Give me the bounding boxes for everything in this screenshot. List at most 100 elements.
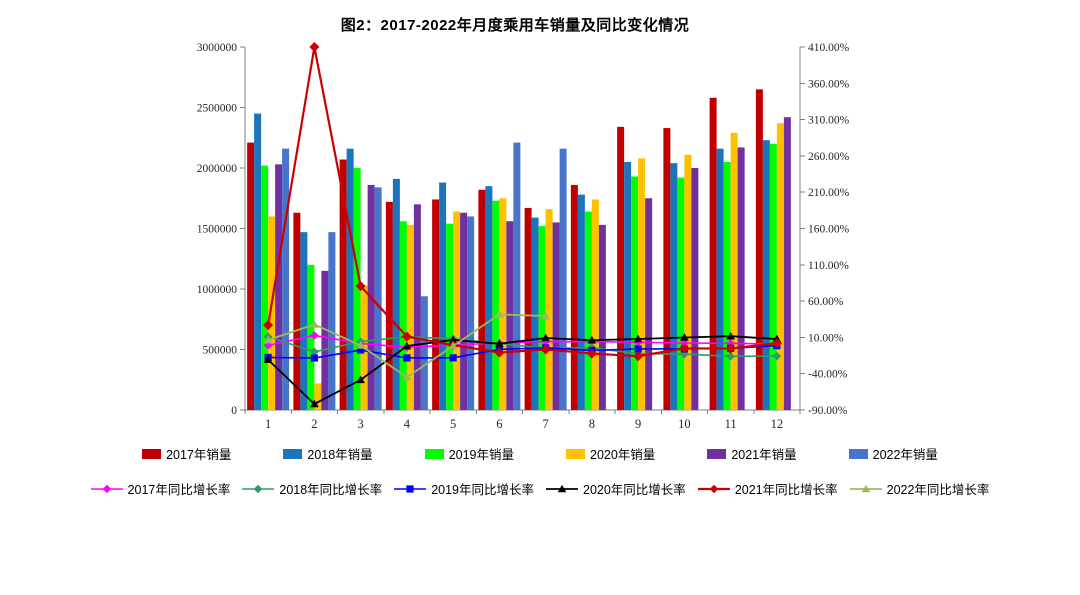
- line-marker-triangle-icon: [541, 311, 550, 320]
- bar-2022年销量: [374, 187, 382, 410]
- legend-line-swatch-icon: [546, 484, 578, 492]
- legend-label: 2017年同比增长率: [127, 483, 231, 497]
- line-2021年同比增长率: [267, 46, 778, 358]
- legend-row-growth: 2017年同比增长率 2018年同比增长率 2019年同比增长率 2020年同比增长率…: [0, 479, 1080, 498]
- right-axis-tick-label: 160.00%: [808, 224, 850, 236]
- legend-item-2018年销量: 2018年销量: [283, 444, 373, 463]
- x-axis-tick-label: 2: [311, 417, 317, 431]
- line-marker-triangle-icon: [495, 339, 504, 348]
- bar-2017年销量: [293, 212, 301, 410]
- right-axis-tick-label: 110.00%: [808, 260, 849, 272]
- line-marker-square-icon: [403, 354, 411, 362]
- legend-swatch-icon: [848, 448, 868, 459]
- legend-label: 2019年同比增长率: [431, 483, 534, 497]
- legend-label: 2020年销量: [590, 448, 656, 462]
- x-axis-tick-label: 3: [358, 417, 364, 431]
- x-axis-tick-label: 9: [635, 417, 641, 431]
- right-axis-tick-label: -40.00%: [808, 369, 848, 381]
- line-marker-diamond-icon: [726, 338, 735, 348]
- bar-2021年销量: [413, 204, 421, 410]
- line-marker-diamond-icon: [541, 337, 550, 346]
- line-marker-triangle-icon: [633, 334, 643, 343]
- bar-2018年销量: [716, 148, 724, 410]
- bar-2019年销量: [769, 143, 777, 411]
- bar-2022年销量: [328, 232, 336, 410]
- bar-2021年销量: [552, 222, 560, 410]
- bar-2019年销量: [446, 223, 454, 410]
- legend-label: 2020年同比增长率: [583, 483, 686, 497]
- line-marker-triangle-icon: [448, 335, 458, 344]
- legend-label: 2021年同比增长率: [734, 483, 838, 497]
- bar-2019年销量: [261, 165, 269, 410]
- x-axis-tick-label: 5: [450, 417, 456, 431]
- bar-2019年销量: [492, 200, 500, 410]
- right-axis-tick-label: 260.00%: [808, 151, 850, 163]
- bar-2018年销量: [624, 161, 632, 410]
- legend-item-2022年销量: 2022年销量: [848, 444, 938, 463]
- line-marker-diamond-icon: [633, 351, 644, 362]
- bar-2017年销量: [385, 201, 393, 410]
- bar-2017年销量: [478, 189, 486, 410]
- bar-2017年销量: [755, 89, 763, 410]
- line-marker-triangle-icon: [557, 484, 567, 492]
- legend-item-2019年销量: 2019年销量: [424, 444, 514, 463]
- bar-2019年销量: [307, 264, 315, 410]
- line-marker-square-icon: [310, 354, 318, 362]
- legend-swatch-icon: [707, 448, 727, 459]
- x-axis-tick-label: 7: [543, 417, 549, 431]
- line-marker-diamond-icon: [586, 348, 597, 359]
- bar-2022年销量: [282, 148, 290, 410]
- line-marker-triangle-icon: [310, 399, 319, 408]
- bar-2017年销量: [663, 128, 671, 410]
- legend-line-swatch-icon: [90, 484, 123, 493]
- left-axis-tick-label: 1500000: [197, 224, 238, 236]
- bar-2017年销量: [709, 97, 717, 410]
- line-marker-diamond-icon: [309, 42, 320, 52]
- line-marker-diamond-icon: [725, 343, 736, 354]
- bar-2020年销量: [268, 216, 276, 410]
- line-marker-diamond-icon: [680, 349, 689, 359]
- line-marker-triangle-icon: [402, 372, 412, 381]
- bar-2021年销量: [275, 164, 283, 410]
- line-marker-triangle-icon: [356, 341, 365, 349]
- line-marker-square-icon: [449, 354, 457, 362]
- left-axis-tick-label: 2000000: [197, 163, 238, 175]
- bar-2019年销量: [677, 177, 685, 410]
- bar-2022年销量: [513, 142, 521, 410]
- line-marker-diamond-icon: [771, 338, 782, 349]
- line-marker-diamond-icon: [263, 320, 274, 331]
- line-marker-triangle-icon: [402, 341, 412, 350]
- line-marker-diamond-icon: [310, 331, 319, 340]
- bar-2019年销量: [399, 221, 407, 410]
- line-marker-square-icon: [406, 484, 414, 493]
- left-axis-tick-label: 2500000: [197, 103, 238, 115]
- line-marker-triangle-icon: [726, 331, 735, 340]
- line-marker-diamond-icon: [401, 331, 412, 342]
- line-marker-diamond-icon: [709, 484, 719, 493]
- legend-line-swatch-icon: [697, 484, 730, 493]
- legend-item-2022年同比增长率: 2022年同比增长率: [849, 479, 989, 498]
- bar-2021年销量: [460, 212, 468, 410]
- legend-label: 2022年销量: [872, 448, 938, 462]
- bar-2022年销量: [420, 296, 428, 410]
- bar-2020年销量: [730, 132, 738, 410]
- bar-2020年销量: [545, 209, 553, 410]
- bar-2020年销量: [591, 199, 599, 410]
- legend-row-sales: 2017年销量 2018年销量 2019年销量 2020年销量 2021年销量 2022年…: [0, 444, 1080, 463]
- legend-label: 2018年同比增长率: [279, 483, 383, 497]
- legend-swatch-icon: [424, 448, 444, 459]
- line-2018年同比增长率: [267, 335, 777, 358]
- line-marker-square-icon: [634, 345, 642, 353]
- bar-2018年销量: [254, 113, 262, 411]
- left-axis-tick-label: 500000: [203, 345, 238, 357]
- bar-2017年销量: [617, 126, 625, 411]
- bar-2020年销量: [406, 224, 414, 410]
- legend-swatch-icon: [283, 448, 303, 459]
- legend-item-2019年同比增长率: 2019年同比增长率: [394, 479, 534, 498]
- legend-swatch-icon: [566, 448, 585, 459]
- bar-2021年销量: [645, 198, 653, 410]
- right-axis-tick-label: 210.00%: [808, 187, 850, 199]
- bar-2020年销量: [684, 154, 692, 410]
- bar-2021年销量: [321, 270, 329, 410]
